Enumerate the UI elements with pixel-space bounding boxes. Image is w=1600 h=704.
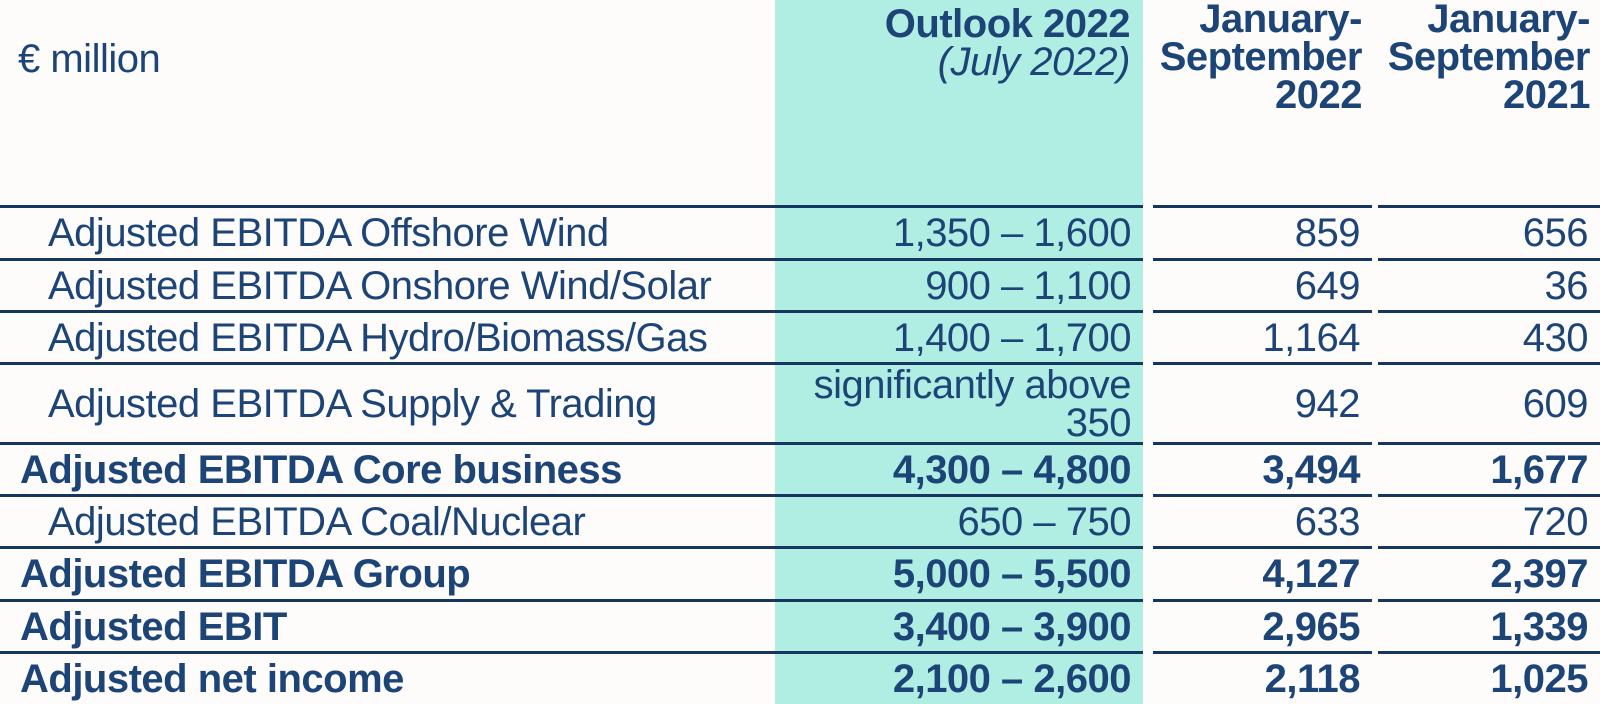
column-gap bbox=[1143, 494, 1153, 546]
jan-sep-2022-value: 2,118 bbox=[1153, 651, 1372, 704]
jan-sep-2021-value: 720 bbox=[1378, 494, 1600, 546]
row-label: Adjusted EBITDA Coal/Nuclear bbox=[0, 494, 775, 546]
unit-label: € million bbox=[18, 37, 161, 81]
column-gap bbox=[1143, 546, 1153, 599]
jan-sep-2021-value: 656 bbox=[1378, 205, 1600, 258]
period-2021-header: January- September 2021 bbox=[1387, 0, 1591, 117]
column-gap bbox=[1143, 205, 1153, 258]
jan-sep-2021-value: 609 bbox=[1378, 362, 1600, 442]
column-gap bbox=[1143, 651, 1153, 704]
jan-sep-2021-value: 2,397 bbox=[1378, 546, 1600, 599]
row-label: Adjusted EBITDA Offshore Wind bbox=[0, 205, 775, 258]
outlook-value: significantly above 350 bbox=[775, 362, 1143, 443]
outlook-value: 2,100 – 2,600 bbox=[775, 651, 1143, 704]
outlook-value: 5,000 – 5,500 bbox=[775, 546, 1143, 599]
jan-sep-2022-value: 942 bbox=[1153, 362, 1372, 442]
column-gap bbox=[1143, 599, 1153, 651]
column-gap bbox=[1143, 310, 1153, 362]
jan-sep-2021-value: 1,677 bbox=[1378, 442, 1600, 494]
outlook-value: 3,400 – 3,900 bbox=[775, 599, 1143, 651]
outlook-value: 650 – 750 bbox=[775, 494, 1143, 546]
outlook-value: 1,400 – 1,700 bbox=[775, 310, 1143, 362]
jan-sep-2021-value: 36 bbox=[1378, 258, 1600, 310]
outlook-value: 1,350 – 1,600 bbox=[775, 205, 1143, 258]
outlook-subtitle: (July 2022) bbox=[937, 40, 1131, 84]
column-gap bbox=[1143, 442, 1153, 494]
column-gap bbox=[1143, 258, 1153, 310]
jan-sep-2022-value: 2,965 bbox=[1153, 599, 1372, 651]
jan-sep-2022-value: 859 bbox=[1153, 205, 1372, 258]
row-label: Adjusted net income bbox=[0, 651, 775, 704]
outlook-value: 4,300 – 4,800 bbox=[775, 442, 1143, 494]
outlook-value: 900 – 1,100 bbox=[775, 258, 1143, 310]
row-label: Adjusted EBIT bbox=[0, 599, 775, 651]
jan-sep-2022-value: 1,164 bbox=[1153, 310, 1372, 362]
row-label: Adjusted EBITDA Group bbox=[0, 546, 775, 599]
jan-sep-2022-value: 3,494 bbox=[1153, 442, 1372, 494]
row-label: Adjusted EBITDA Core business bbox=[0, 442, 775, 494]
column-gap bbox=[1143, 0, 1153, 205]
row-label: Adjusted EBITDA Supply & Trading bbox=[0, 362, 775, 442]
period-2022-header: January- September 2022 bbox=[1159, 0, 1363, 117]
jan-sep-2021-value: 1,025 bbox=[1378, 651, 1600, 704]
jan-sep-2021-value: 1,339 bbox=[1378, 599, 1600, 651]
jan-sep-2022-value: 649 bbox=[1153, 258, 1372, 310]
jan-sep-2022-value: 4,127 bbox=[1153, 546, 1372, 599]
outlook-title: Outlook 2022 bbox=[884, 2, 1131, 46]
outlook-column-header: Outlook 2022 (July 2022) bbox=[775, 0, 1143, 205]
row-label: Adjusted EBITDA Hydro/Biomass/Gas bbox=[0, 310, 775, 362]
row-label: Adjusted EBITDA Onshore Wind/Solar bbox=[0, 258, 775, 310]
column-gap bbox=[1143, 362, 1153, 442]
jan-sep-2022-value: 633 bbox=[1153, 494, 1372, 546]
jan-sep-2021-value: 430 bbox=[1378, 310, 1600, 362]
